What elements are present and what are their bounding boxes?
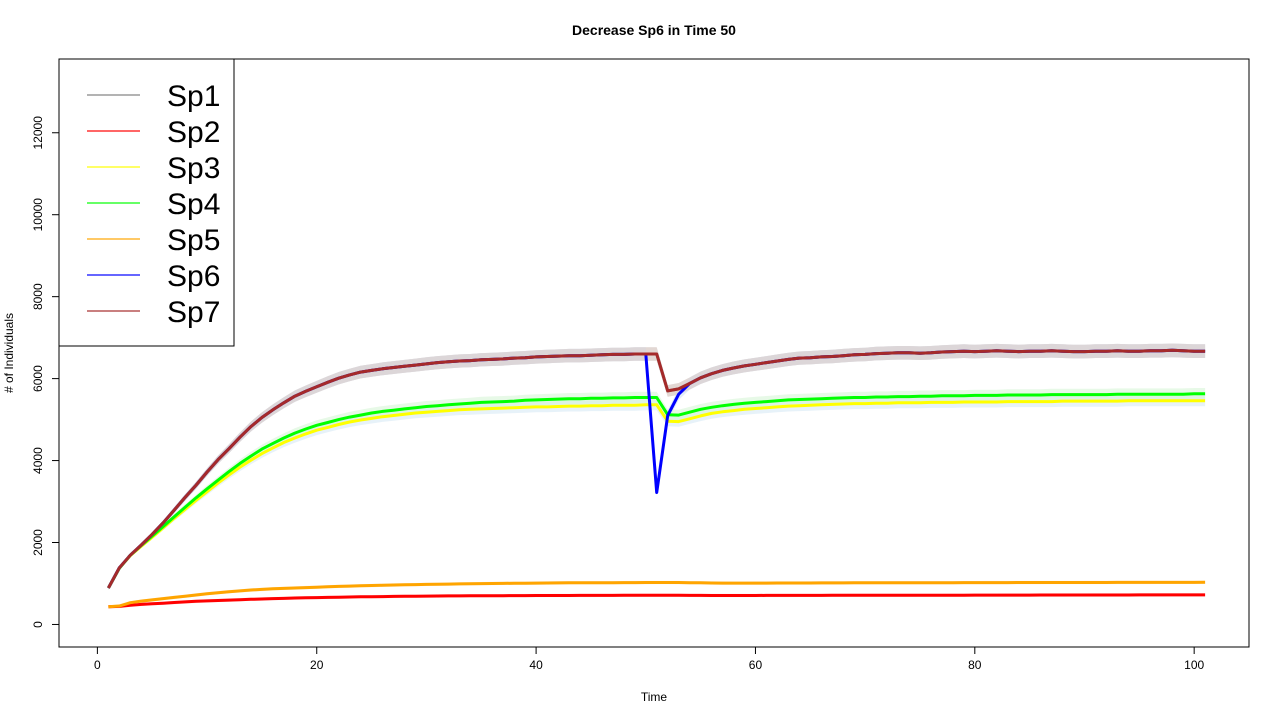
x-tick-label: 80: [968, 658, 982, 672]
x-tick-label: 100: [1184, 658, 1204, 672]
series-line-sp5: [108, 580, 1206, 609]
y-tick-label: 4000: [31, 447, 45, 474]
series-line-sp2: [108, 593, 1206, 609]
legend-label-sp5: Sp5: [167, 224, 220, 257]
y-tick-label: 2000: [31, 529, 45, 556]
plot-frame: [58, 58, 1250, 648]
legend-label-sp3: Sp3: [167, 152, 220, 185]
y-tick-label: 10000: [31, 198, 45, 232]
band-sp1: [108, 343, 1206, 590]
legend-label-sp2: Sp2: [167, 116, 220, 149]
x-axis-label: Time: [641, 690, 668, 704]
y-axis: 0 2000 4000 6000 8000 10000 12000: [31, 116, 60, 628]
band-sp7: [108, 343, 1206, 590]
x-tick-label: 60: [749, 658, 763, 672]
legend-label-sp4: Sp4: [167, 188, 220, 221]
series-line-sp6: [107, 348, 1206, 589]
y-tick-label: 12000: [31, 116, 45, 150]
x-tick-label: 20: [310, 658, 324, 672]
legend-label-sp1: Sp1: [167, 80, 220, 113]
band-sp6: [108, 343, 1206, 590]
series-line-sp7: [107, 348, 1206, 589]
y-tick-label: 8000: [31, 283, 45, 310]
series-line-sp1: [107, 348, 1206, 589]
series-line-sp4: [107, 392, 1206, 589]
x-tick-label: 40: [529, 658, 543, 672]
y-tick-label: 6000: [31, 365, 45, 392]
y-axis-label: # of Individuals: [2, 313, 16, 393]
x-axis: 0 20 40 60 80 100: [94, 646, 1204, 672]
x-tick-label: 0: [94, 658, 101, 672]
y-tick-label: 0: [31, 621, 45, 628]
legend-label-sp7: Sp7: [167, 296, 220, 329]
legend-label-sp6: Sp6: [167, 260, 220, 293]
series-line-sp3: [107, 399, 1206, 589]
series-lines: [107, 348, 1206, 609]
chart-title: Decrease Sp6 in Time 50: [572, 22, 736, 38]
